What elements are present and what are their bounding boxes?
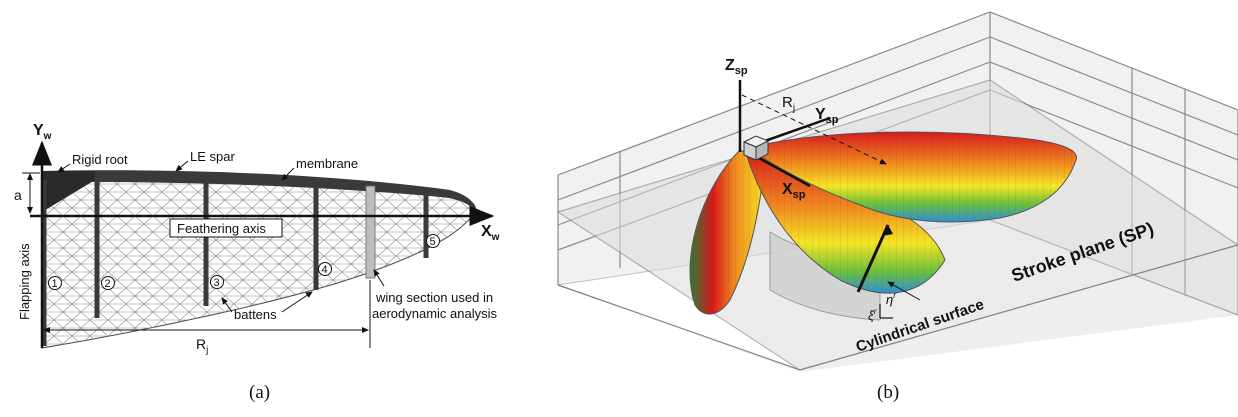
wing-planform [41, 173, 477, 349]
wing-upper-mesh [748, 132, 1077, 222]
feathering-axis-label: Feathering axis [177, 221, 266, 236]
z-sp-label: Zsp [725, 57, 748, 77]
caption-a: (a) [249, 382, 271, 403]
le-spar-leader [175, 160, 189, 172]
xi-label: ξr [868, 307, 877, 323]
caption-b: (b) [877, 382, 900, 403]
rigid-root [42, 171, 95, 212]
wing-section-label-2: aerodynamic analysis [372, 306, 498, 321]
front-edge-right [799, 244, 1238, 371]
floor-front [558, 245, 1238, 372]
membrane-label: membrane [296, 156, 358, 171]
batten-number-1: 1 [52, 278, 58, 290]
rj-label-a: Rj [196, 336, 208, 356]
battens-leader-2 [281, 291, 313, 313]
a-label: a [14, 187, 22, 203]
rigid-root-leader [57, 163, 71, 173]
panel-b: Rj Zsp Ysp Xsp ξr ηr Cylindrical surface… [556, 11, 1238, 372]
cylindrical-surface-leader [887, 281, 921, 301]
battens-label: battens [234, 307, 277, 322]
panel-a: a Rj Yw Xw Rigid root LE spar membrane F… [14, 122, 500, 356]
batten-numbers: 1 2 3 4 5 [48, 234, 440, 290]
wing-section-label-1: wing section used in [375, 290, 493, 305]
batten-number-4: 4 [322, 264, 328, 276]
eta-label: ηr [886, 291, 896, 307]
wing-section-arrowhead [882, 225, 893, 236]
batten-number-3: 3 [214, 277, 220, 289]
x-sp-label: Xsp [782, 181, 806, 201]
battens [41, 177, 429, 346]
batten-number-5: 5 [430, 236, 436, 248]
wing-middle-mesh [745, 150, 945, 294]
wing-section-line-b [856, 224, 890, 293]
wing-section-leader [373, 269, 385, 287]
rigid-root-label: Rigid root [72, 152, 128, 167]
flapping-axis-label: Flapping axis [17, 243, 32, 320]
front-edge-left [557, 284, 801, 371]
le-spar [42, 170, 476, 212]
wing-section-strip [365, 185, 376, 279]
feathering-axis-box [169, 218, 283, 238]
wing-left-mesh [690, 150, 765, 315]
rj-label-b: Rj [782, 94, 795, 114]
battens-leader-1 [221, 297, 233, 313]
batten-number-2: 2 [105, 278, 111, 290]
yw-label: Yw [33, 122, 52, 142]
membrane-leader [281, 167, 295, 181]
le-spar-label: LE spar [190, 149, 235, 164]
xw-label: Xw [481, 223, 500, 243]
y-sp-label: Ysp [815, 106, 839, 126]
origin-cube [742, 135, 770, 161]
